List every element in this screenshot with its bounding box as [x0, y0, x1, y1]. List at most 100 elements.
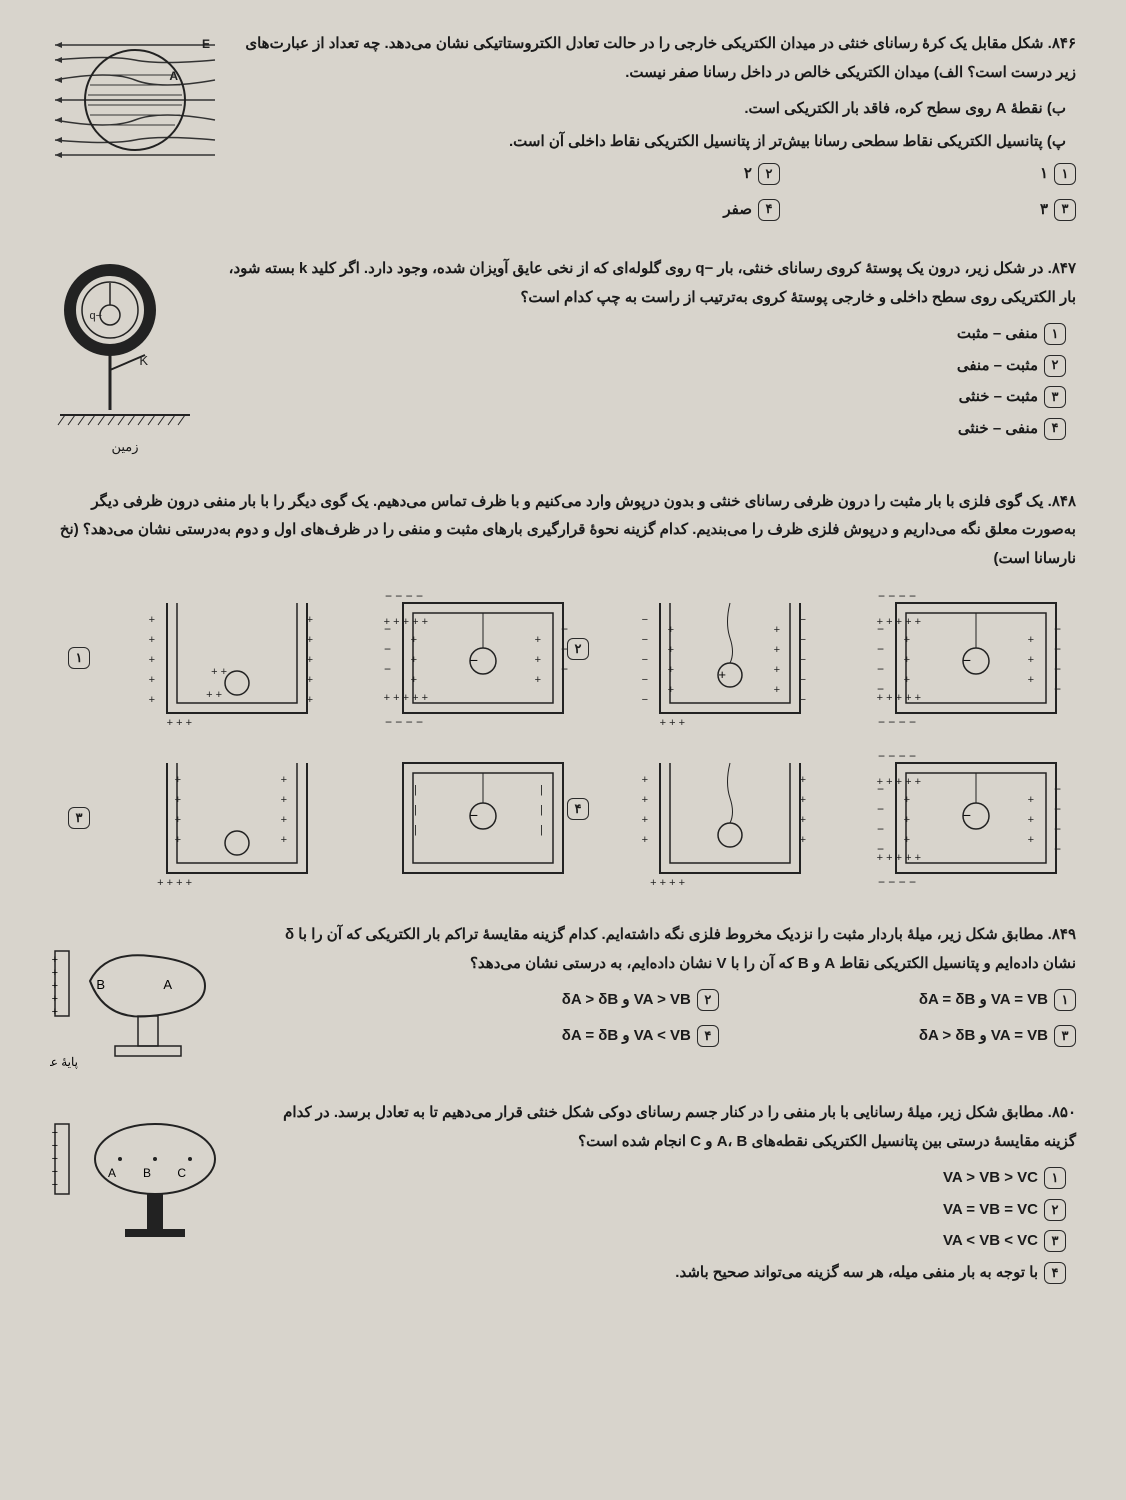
svg-text:+: + — [535, 674, 541, 686]
svg-text:−: − — [877, 822, 884, 836]
svg-text:−: − — [561, 662, 568, 676]
q850-opt1: ۱VA > VB > VC — [265, 1164, 1066, 1193]
svg-text:+: + — [148, 674, 154, 686]
svg-text:+ + + +: + + + + — [650, 877, 685, 889]
q848-diag-r1-open-b: + + + + ++++ ++++ −−−−− −−−−− — [593, 583, 830, 733]
svg-text:+: + — [174, 814, 180, 826]
svg-text:− − − − −: − − − − − — [876, 749, 916, 763]
svg-text:+: + — [280, 794, 286, 806]
svg-text:−: − — [52, 1179, 58, 1191]
svg-text:B: B — [143, 1166, 151, 1180]
svg-text:+: + — [667, 684, 673, 696]
svg-text:+: + — [174, 794, 180, 806]
svg-text:+: + — [280, 774, 286, 786]
q846-label-A: A — [169, 69, 178, 83]
svg-text:−: − — [641, 634, 647, 646]
svg-text:+: + — [1028, 834, 1034, 846]
svg-text:+: + — [1028, 814, 1034, 826]
svg-text:− − − − −: − − − − − — [876, 875, 916, 889]
svg-text:+: + — [799, 774, 805, 786]
svg-text:+: + — [773, 644, 779, 656]
svg-text:−: − — [799, 654, 805, 666]
svg-text:−: − — [52, 1127, 58, 1139]
svg-text:+: + — [667, 644, 673, 656]
q849-diagram: +++++ A B پایهٔ عایق ← — [50, 921, 250, 1071]
svg-text:−: − — [877, 642, 884, 656]
svg-text:+: + — [641, 814, 647, 826]
svg-text:A: A — [163, 977, 172, 992]
q850-opt4: ۴با توجه به بار منفی میله، هر سه گزینه م… — [265, 1259, 1066, 1288]
svg-text:+: + — [411, 674, 417, 686]
svg-text:+: + — [1028, 794, 1034, 806]
svg-text:+: + — [174, 774, 180, 786]
svg-text:|: | — [414, 784, 417, 796]
svg-text:− − − − −: − − − − − — [383, 715, 423, 729]
q847-opt2: ۲مثبت – منفی — [215, 352, 1066, 381]
svg-text:+: + — [535, 654, 541, 666]
q848-diag-r1-closed2: ۲ − + + + + + + + + + + +++ +++ − − − − … — [347, 583, 584, 733]
svg-text:−: − — [1054, 622, 1061, 636]
svg-text:+: + — [1028, 634, 1034, 646]
q848-diag-r2-closed: − − − − − − − − − − − −−−− −−−− + + + + … — [840, 743, 1077, 893]
svg-text:+: + — [667, 624, 673, 636]
q849-base-label: پایهٔ عایق ← — [50, 1055, 78, 1069]
svg-text:+: + — [1028, 674, 1034, 686]
q847-opt4: ۴منفی – خنثی — [215, 415, 1066, 444]
q849-text: مطابق شکل زیر، میلهٔ باردار مثبت را نزدی… — [285, 926, 1076, 972]
svg-text:+: + — [148, 694, 154, 706]
svg-text:+: + — [306, 614, 312, 626]
q846-opt2: ۲۲ — [723, 160, 780, 189]
svg-text:+ + + + +: + + + + + — [877, 776, 921, 788]
svg-text:+: + — [52, 1006, 58, 1018]
svg-text:B: B — [96, 977, 105, 992]
svg-text:−: − — [561, 622, 568, 636]
svg-text:−: − — [1054, 782, 1061, 796]
q847-opt3: ۳مثبت – خنثی — [215, 383, 1066, 412]
svg-text:+: + — [148, 654, 154, 666]
q848-text: یک گوی فلزی با بار مثبت را درون ظرفی رسا… — [60, 493, 1076, 567]
svg-text:+: + — [641, 834, 647, 846]
svg-text:+: + — [535, 634, 541, 646]
svg-text:+: + — [904, 654, 910, 666]
svg-text:+: + — [306, 674, 312, 686]
svg-text:+ + + + +: + + + + + — [384, 692, 428, 704]
svg-text:+: + — [773, 624, 779, 636]
svg-text:−: − — [52, 1153, 58, 1165]
question-848: ۸۴۸. یک گوی فلزی با بار مثبت را درون ظرف… — [50, 488, 1076, 894]
svg-text:+: + — [411, 634, 417, 646]
svg-text:−: − — [963, 807, 971, 823]
q850-number: ۸۵۰. — [1048, 1104, 1076, 1121]
svg-text:−: − — [799, 674, 805, 686]
question-847: −q K زمین ۸۴۷. در شکل زیر، درون یک پوسته… — [50, 255, 1076, 460]
svg-text:−: − — [1054, 822, 1061, 836]
svg-text:+ + + + +: + + + + + — [877, 852, 921, 864]
svg-text:−: − — [470, 652, 478, 668]
svg-text:+: + — [148, 634, 154, 646]
svg-text:K: K — [139, 353, 148, 368]
svg-text:+: + — [280, 834, 286, 846]
svg-text:−: − — [1054, 682, 1061, 696]
svg-text:+: + — [904, 794, 910, 806]
svg-text:− − − − −: − − − − − — [383, 589, 423, 603]
svg-text:−: − — [1054, 842, 1061, 856]
q846-text: شکل مقابل یک کرهٔ رسانای خنثی در میدان ا… — [245, 35, 1076, 81]
svg-text:−: − — [384, 662, 391, 676]
svg-text:+: + — [280, 814, 286, 826]
svg-text:+ + +: + + + — [659, 717, 684, 729]
svg-text:+: + — [306, 654, 312, 666]
q848-diag-r2-closed2: ۴ − ||| ||| — [347, 743, 584, 893]
svg-text:C: C — [177, 1166, 186, 1180]
q850-text: مطابق شکل زیر، میلهٔ رسانایی با بار منفی… — [283, 1104, 1076, 1150]
svg-text:−: − — [799, 634, 805, 646]
svg-text:|: | — [540, 824, 543, 836]
q850-opt2: ۲VA = VB = VC — [265, 1196, 1066, 1225]
svg-text:+: + — [718, 667, 726, 682]
question-849: +++++ A B پایهٔ عایق ← ۸۴۹. مطابق شکل زی… — [50, 921, 1076, 1071]
q847-number: ۸۴۷. — [1048, 260, 1076, 277]
q849-opt1: ۱δA = δB و VA = VB — [919, 986, 1076, 1015]
svg-text:+: + — [306, 694, 312, 706]
svg-text:−: − — [1054, 642, 1061, 656]
svg-text:−: − — [384, 642, 391, 656]
svg-text:−: − — [877, 662, 884, 676]
svg-text:+: + — [52, 967, 58, 979]
